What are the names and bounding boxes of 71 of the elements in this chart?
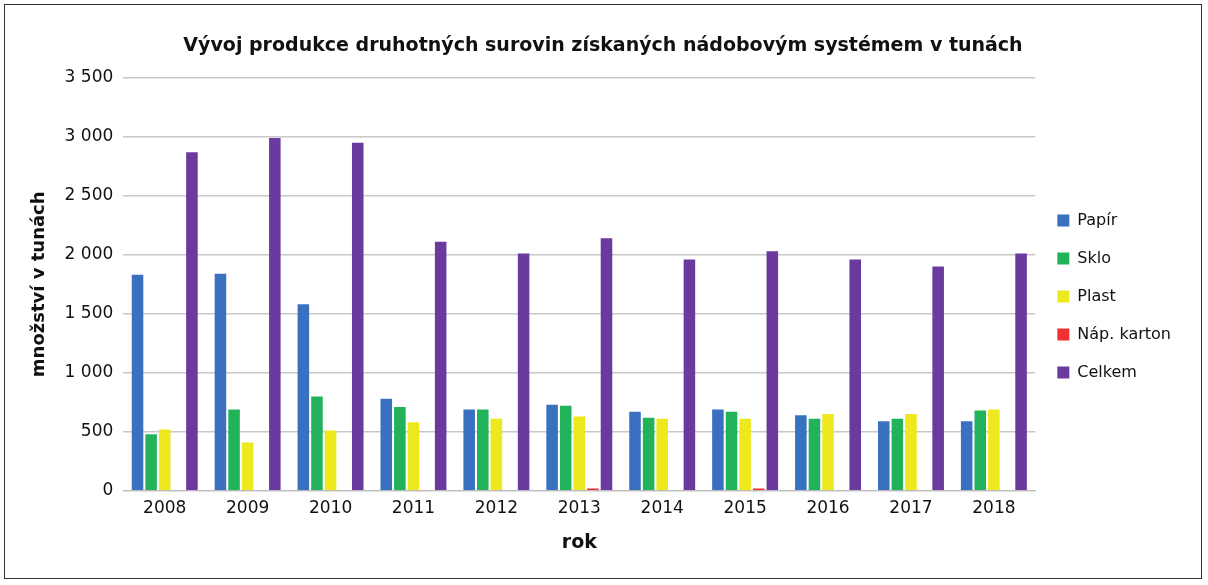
bar bbox=[905, 414, 917, 491]
y-tick-label: 2 000 bbox=[64, 243, 114, 264]
bar bbox=[974, 410, 987, 491]
x-axis-title: rok bbox=[561, 529, 598, 552]
legend-label: Náp. karton bbox=[1077, 323, 1171, 343]
x-tick-label: 2012 bbox=[474, 497, 519, 518]
y-axis-title: množství v tunách bbox=[27, 191, 49, 378]
x-tick-label: 2008 bbox=[143, 497, 187, 518]
x-tick-label: 2011 bbox=[391, 497, 436, 518]
bar bbox=[297, 304, 310, 491]
bar bbox=[808, 418, 821, 491]
bar bbox=[877, 421, 890, 491]
bar bbox=[477, 409, 489, 491]
bar bbox=[463, 409, 475, 491]
bar bbox=[517, 253, 530, 491]
bar bbox=[380, 398, 393, 491]
legend-label: Celkem bbox=[1077, 361, 1137, 381]
bar bbox=[600, 238, 613, 491]
bar bbox=[158, 429, 171, 491]
bar bbox=[725, 411, 738, 491]
bar bbox=[712, 409, 724, 491]
bar bbox=[131, 274, 144, 491]
legend-label: Papír bbox=[1077, 209, 1118, 229]
bar bbox=[434, 241, 447, 491]
x-tick-label: 2009 bbox=[226, 497, 270, 518]
bar bbox=[629, 411, 641, 491]
x-tick-label: 2017 bbox=[889, 497, 933, 518]
chart-title: Vývoj produkce druhotných surovin získaných nádobovým systémem v tunách bbox=[183, 33, 1023, 56]
legend-label: Plast bbox=[1077, 285, 1116, 305]
bar bbox=[269, 137, 281, 491]
bar bbox=[311, 396, 323, 491]
y-tick-label: 3 000 bbox=[64, 125, 114, 146]
y-tick-label: 500 bbox=[80, 420, 114, 441]
bar bbox=[849, 259, 862, 491]
x-tick-label: 2018 bbox=[972, 497, 1016, 518]
bar bbox=[186, 152, 198, 491]
bar bbox=[228, 409, 240, 491]
bar bbox=[559, 405, 572, 491]
x-tick-label: 2014 bbox=[640, 497, 684, 518]
bar bbox=[407, 422, 420, 491]
bar bbox=[960, 421, 973, 491]
y-tick-label: 0 bbox=[102, 479, 114, 500]
x-tick-label: 2013 bbox=[557, 497, 601, 518]
bar bbox=[822, 414, 834, 491]
bar bbox=[145, 434, 157, 491]
bar bbox=[988, 409, 1000, 491]
x-tick-label: 2016 bbox=[806, 497, 850, 518]
bar bbox=[891, 418, 904, 491]
bar bbox=[656, 418, 668, 491]
bar bbox=[1015, 253, 1027, 491]
y-tick-label: 2 500 bbox=[64, 184, 114, 205]
bar bbox=[683, 259, 696, 491]
bar bbox=[546, 404, 558, 491]
bar bbox=[795, 415, 807, 491]
bar bbox=[642, 417, 655, 491]
x-tick-label: 2010 bbox=[308, 497, 353, 518]
y-tick-label: 3 500 bbox=[64, 66, 114, 87]
bar bbox=[490, 418, 503, 491]
legend-label: Sklo bbox=[1077, 247, 1111, 267]
bar bbox=[324, 430, 337, 491]
bar bbox=[214, 273, 227, 491]
y-tick-label: 1 000 bbox=[64, 361, 114, 382]
x-tick-label: 2015 bbox=[723, 497, 767, 518]
bar bbox=[241, 442, 254, 491]
bar bbox=[932, 266, 944, 491]
bar bbox=[573, 416, 586, 491]
bar bbox=[766, 251, 779, 491]
y-tick-label: 1 500 bbox=[64, 302, 114, 323]
bar bbox=[351, 142, 364, 491]
bar bbox=[739, 418, 751, 491]
bar bbox=[394, 407, 406, 491]
